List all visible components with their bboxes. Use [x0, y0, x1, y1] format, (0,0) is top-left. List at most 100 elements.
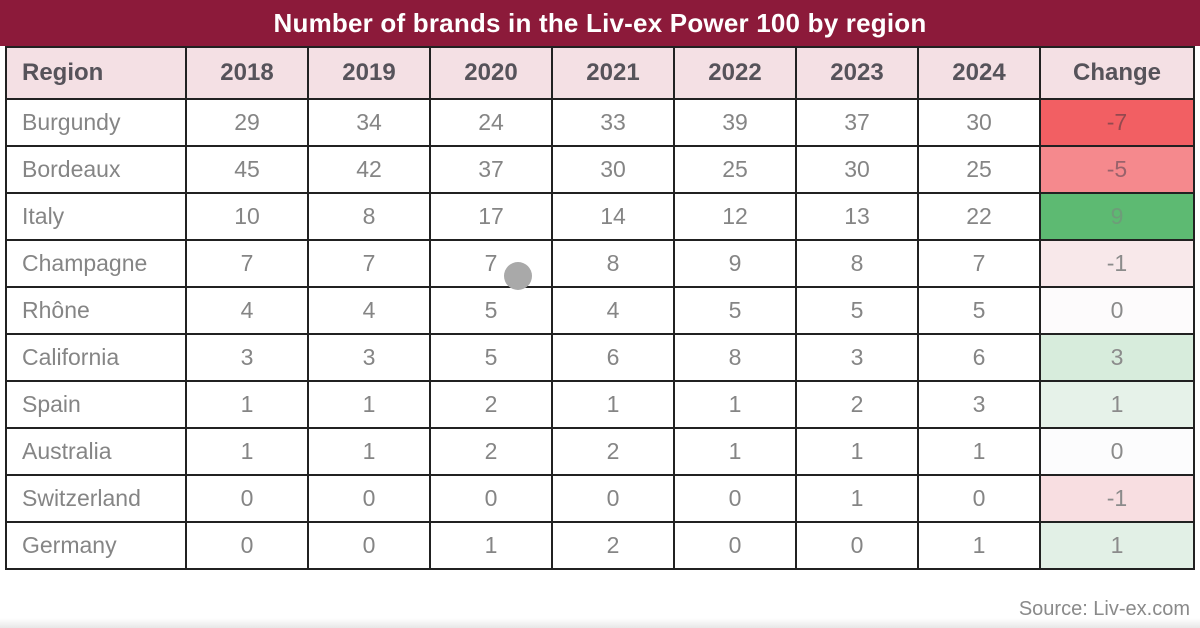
value-cell-2018: 4	[185, 286, 309, 335]
table-row: Burgundy 29 34 24 33 39 37 30 -7	[5, 98, 1195, 147]
value-cell-2024: 1	[917, 521, 1041, 570]
value-cell-2020: 37	[429, 145, 553, 194]
cursor-dot	[504, 262, 532, 290]
value-cell-2019: 1	[307, 427, 431, 476]
change-cell: 1	[1039, 521, 1195, 570]
value-cell-2019: 8	[307, 192, 431, 241]
value-cell-2024: 0	[917, 474, 1041, 523]
region-cell: Burgundy	[5, 98, 187, 147]
value-cell-2018: 7	[185, 239, 309, 288]
region-cell: Bordeaux	[5, 145, 187, 194]
value-cell-2021: 6	[551, 333, 675, 382]
change-cell: -7	[1039, 98, 1195, 147]
column-header-2019: 2019	[307, 46, 431, 100]
value-cell-2022: 5	[673, 286, 797, 335]
power-100-region-table: Region 2018 2019 2020 2021 2022 2023 202…	[5, 46, 1195, 570]
value-cell-2018: 0	[185, 474, 309, 523]
change-cell: 1	[1039, 380, 1195, 429]
value-cell-2023: 5	[795, 286, 919, 335]
change-cell: -1	[1039, 474, 1195, 523]
value-cell-2023: 1	[795, 474, 919, 523]
table-row: Rhône 4 4 5 4 5 5 5 0	[5, 286, 1195, 335]
value-cell-2020: 5	[429, 286, 553, 335]
value-cell-2021: 2	[551, 427, 675, 476]
value-cell-2019: 42	[307, 145, 431, 194]
value-cell-2020: 2	[429, 427, 553, 476]
value-cell-2021: 33	[551, 98, 675, 147]
change-cell: 0	[1039, 286, 1195, 335]
value-cell-2020: 1	[429, 521, 553, 570]
value-cell-2022: 25	[673, 145, 797, 194]
value-cell-2019: 3	[307, 333, 431, 382]
value-cell-2023: 30	[795, 145, 919, 194]
region-cell: Champagne	[5, 239, 187, 288]
value-cell-2021: 30	[551, 145, 675, 194]
region-cell: Switzerland	[5, 474, 187, 523]
change-cell: -1	[1039, 239, 1195, 288]
value-cell-2018: 3	[185, 333, 309, 382]
value-cell-2023: 0	[795, 521, 919, 570]
source-text: Source: Liv-ex.com	[1018, 598, 1190, 620]
column-header-2021: 2021	[551, 46, 675, 100]
value-cell-2018: 45	[185, 145, 309, 194]
table-row: Spain 1 1 2 1 1 2 3 1	[5, 380, 1195, 429]
value-cell-2023: 8	[795, 239, 919, 288]
value-cell-2019: 4	[307, 286, 431, 335]
value-cell-2024: 22	[917, 192, 1041, 241]
value-cell-2020: 5	[429, 333, 553, 382]
column-header-2020: 2020	[429, 46, 553, 100]
value-cell-2021: 4	[551, 286, 675, 335]
value-cell-2020: 17	[429, 192, 553, 241]
table-row: California 3 3 5 6 8 3 6 3	[5, 333, 1195, 382]
value-cell-2020: 24	[429, 98, 553, 147]
value-cell-2022: 39	[673, 98, 797, 147]
region-cell: Spain	[5, 380, 187, 429]
value-cell-2019: 0	[307, 521, 431, 570]
value-cell-2024: 30	[917, 98, 1041, 147]
value-cell-2018: 0	[185, 521, 309, 570]
value-cell-2024: 25	[917, 145, 1041, 194]
value-cell-2024: 5	[917, 286, 1041, 335]
value-cell-2023: 3	[795, 333, 919, 382]
column-header-2024: 2024	[917, 46, 1041, 100]
value-cell-2021: 2	[551, 521, 675, 570]
value-cell-2018: 1	[185, 380, 309, 429]
region-cell: Australia	[5, 427, 187, 476]
value-cell-2018: 1	[185, 427, 309, 476]
region-cell: Italy	[5, 192, 187, 241]
value-cell-2024: 1	[917, 427, 1041, 476]
value-cell-2023: 37	[795, 98, 919, 147]
change-cell: -5	[1039, 145, 1195, 194]
value-cell-2023: 2	[795, 380, 919, 429]
value-cell-2022: 9	[673, 239, 797, 288]
region-cell: Rhône	[5, 286, 187, 335]
column-header-2023: 2023	[795, 46, 919, 100]
value-cell-2020: 7	[429, 239, 553, 288]
region-cell: Germany	[5, 521, 187, 570]
region-cell: California	[5, 333, 187, 382]
value-cell-2019: 34	[307, 98, 431, 147]
value-cell-2020: 2	[429, 380, 553, 429]
value-cell-2021: 14	[551, 192, 675, 241]
value-cell-2023: 13	[795, 192, 919, 241]
value-cell-2021: 1	[551, 380, 675, 429]
value-cell-2022: 0	[673, 474, 797, 523]
value-cell-2024: 7	[917, 239, 1041, 288]
value-cell-2022: 1	[673, 427, 797, 476]
header-row: Region 2018 2019 2020 2021 2022 2023 202…	[5, 46, 1195, 100]
table-row: Switzerland 0 0 0 0 0 1 0 -1	[5, 474, 1195, 523]
column-header-region: Region	[5, 46, 187, 100]
value-cell-2022: 0	[673, 521, 797, 570]
table-row: Australia 1 1 2 2 1 1 1 0	[5, 427, 1195, 476]
table-row: Germany 0 0 1 2 0 0 1 1	[5, 521, 1195, 570]
table-row: Italy 10 8 17 14 12 13 22 9	[5, 192, 1195, 241]
table-row: Champagne 7 7 7 8 9 8 7 -1	[5, 239, 1195, 288]
value-cell-2021: 8	[551, 239, 675, 288]
value-cell-2018: 29	[185, 98, 309, 147]
value-cell-2021: 0	[551, 474, 675, 523]
bottom-edge-shadow	[0, 618, 1200, 628]
title-bar: Number of brands in the Liv-ex Power 100…	[0, 0, 1200, 46]
value-cell-2019: 1	[307, 380, 431, 429]
change-cell: 9	[1039, 192, 1195, 241]
